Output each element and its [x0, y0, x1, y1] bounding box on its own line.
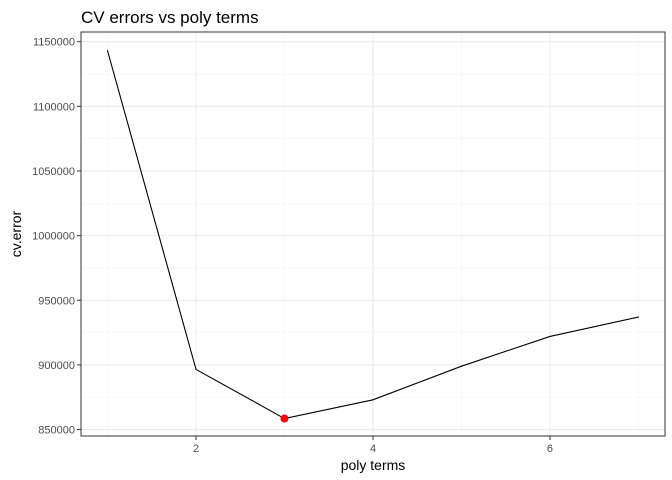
y-tick-label: 850000	[38, 425, 75, 437]
data-point	[637, 316, 640, 318]
data-point	[106, 50, 109, 52]
y-tick-label: 1100000	[33, 101, 75, 113]
y-tick-label: 1000000	[32, 231, 75, 243]
x-axis: 2 4 6	[193, 436, 553, 455]
y-axis-title: cv.error	[8, 210, 24, 257]
y-tick-label: 950000	[38, 295, 75, 307]
minimum-point-marker	[280, 414, 289, 423]
chart-title: CV errors vs poly terms	[81, 8, 259, 27]
data-point	[549, 335, 551, 338]
data-point	[460, 365, 463, 367]
data-point	[372, 399, 374, 401]
data-point	[195, 368, 197, 371]
y-axis: 850000 900000 950000 1000000 1050000 1100000 1…	[32, 37, 81, 437]
y-tick-label: 1150000	[33, 37, 75, 49]
x-tick-label: 6	[547, 443, 553, 455]
y-tick-label: 900000	[38, 360, 75, 372]
y-tick-label: 1050000	[32, 166, 75, 178]
major-gridlines	[81, 32, 665, 436]
x-tick-label: 4	[370, 443, 376, 455]
x-axis-title: poly terms	[341, 457, 406, 473]
data-series	[106, 50, 640, 423]
x-tick-label: 2	[193, 443, 199, 455]
